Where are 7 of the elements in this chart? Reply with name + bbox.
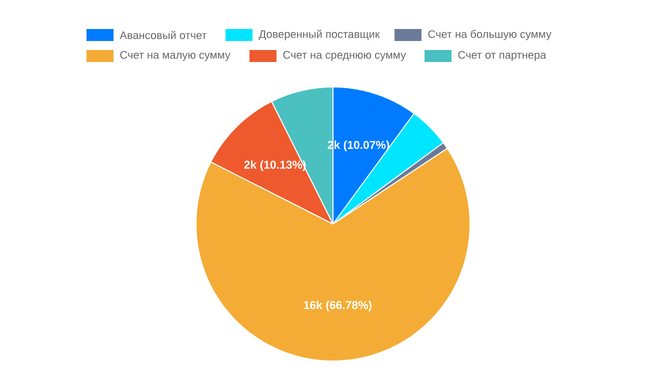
legend-label: Счет от партнера bbox=[458, 51, 546, 61]
legend-label: Счет на среднюю сумму bbox=[283, 51, 406, 61]
legend-label: Авансовый отчет bbox=[120, 30, 207, 40]
data-label: 16k (66.78%) bbox=[304, 300, 372, 312]
legend-label: Доверенный поставщик bbox=[258, 30, 380, 40]
legend-label: Счет на малую сумму bbox=[120, 51, 230, 61]
legend-label: Счет на большую сумму bbox=[428, 30, 552, 40]
